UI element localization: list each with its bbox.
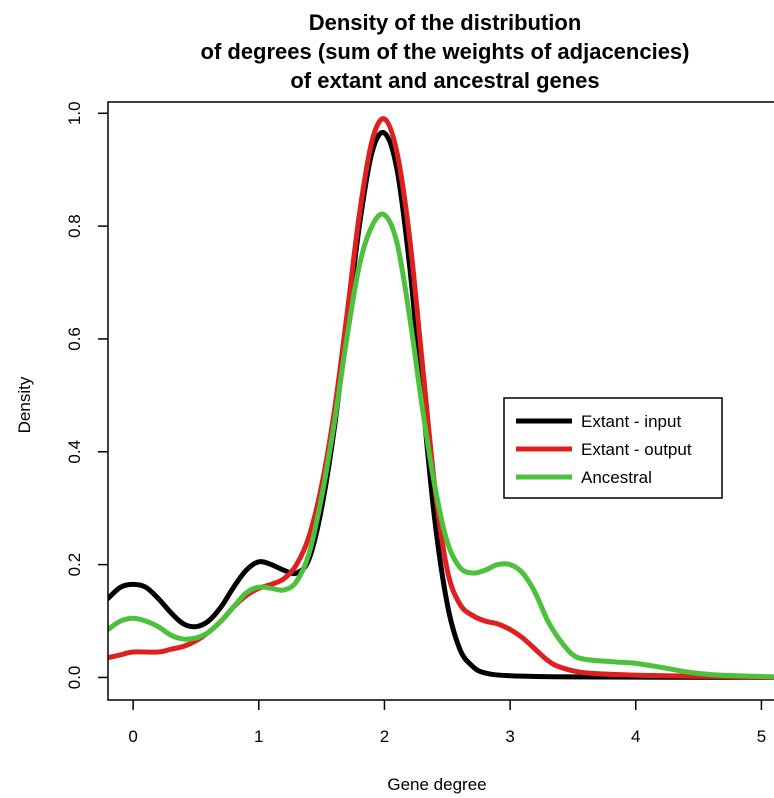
chart-title-line-3: of extant and ancestral genes <box>290 68 599 93</box>
legend-label: Extant - output <box>581 440 692 459</box>
legend-label: Extant - input <box>581 412 681 431</box>
legend-label: Ancestral <box>581 468 652 487</box>
series-layer <box>108 116 774 680</box>
y-axis-label: Density <box>15 376 34 433</box>
y-tick-label: 0.0 <box>65 666 84 690</box>
y-axis: 0.0 0.2 0.4 0.6 0.8 1.0 <box>65 101 108 689</box>
y-tick-label: 0.8 <box>65 214 84 238</box>
x-axis-label: Gene degree <box>387 775 486 794</box>
x-tick-label: 4 <box>631 727 640 746</box>
y-tick-label: 0.2 <box>65 553 84 577</box>
x-tick-label: 0 <box>128 727 137 746</box>
x-tick-label: 2 <box>380 727 389 746</box>
chart-title-line-2: of degrees (sum of the weights of adjace… <box>201 39 690 64</box>
chart-title-line-1: Density of the distribution <box>309 10 582 35</box>
legend: Extant - input Extant - output Ancestral <box>503 397 723 499</box>
y-tick-label: 1.0 <box>65 101 84 125</box>
x-tick-label: 5 <box>757 727 766 746</box>
y-tick-label: 0.6 <box>65 327 84 351</box>
x-axis: 0 1 2 3 4 5 <box>128 700 766 746</box>
plot-frame <box>107 101 774 701</box>
x-tick-label: 3 <box>505 727 514 746</box>
y-tick-label: 0.4 <box>65 440 84 464</box>
series-line-ancestral <box>108 211 774 680</box>
x-tick-label: 1 <box>254 727 263 746</box>
chart-title: Density of the distribution of degrees (… <box>201 10 690 93</box>
